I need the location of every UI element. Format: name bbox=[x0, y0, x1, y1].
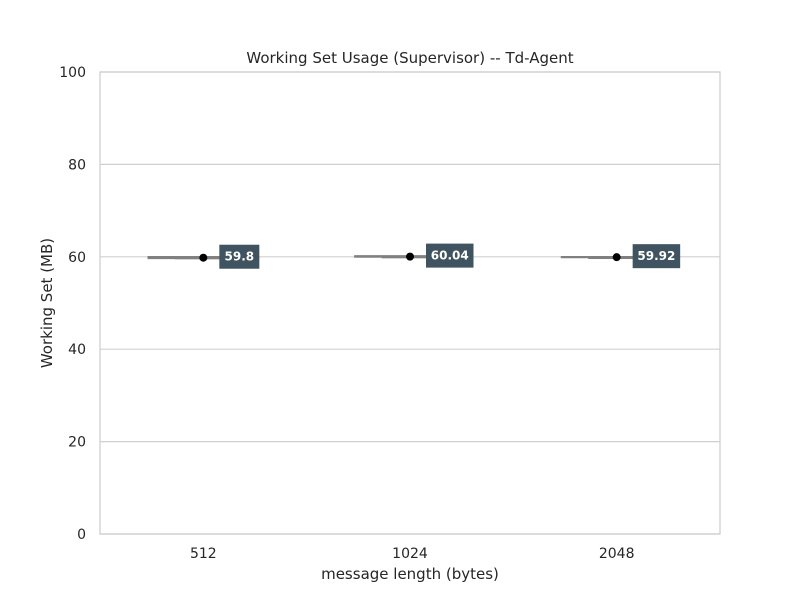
chart-title: Working Set Usage (Supervisor) -- Td-Age… bbox=[246, 49, 573, 67]
plot-frame bbox=[99, 71, 721, 535]
y-tick-label: 40 bbox=[68, 342, 86, 358]
x-axis-ticks: 512 1024 2048 bbox=[190, 546, 635, 562]
y-tick-label: 0 bbox=[77, 527, 86, 543]
y-tick-label: 20 bbox=[68, 435, 86, 451]
x-tick-label: 512 bbox=[190, 546, 217, 562]
box-group-1024: 60.04 bbox=[354, 243, 474, 268]
box-group-512: 59.8 bbox=[147, 244, 260, 269]
y-tick-label: 80 bbox=[68, 157, 86, 173]
y-tick-label: 60 bbox=[68, 250, 86, 266]
grid bbox=[100, 71, 720, 535]
boxes: 59.8 60.04 59.92 bbox=[147, 243, 681, 269]
mean-label-badge bbox=[219, 244, 260, 269]
box-group-2048: 59.92 bbox=[560, 244, 681, 269]
x-tick-label: 1024 bbox=[392, 546, 428, 562]
mean-label-badge bbox=[426, 243, 474, 268]
y-axis-label: Working Set (MB) bbox=[38, 238, 56, 368]
mean-label: 60.04 bbox=[431, 249, 469, 263]
mean-label-badge bbox=[632, 244, 681, 269]
y-tick-label: 100 bbox=[59, 65, 86, 81]
y-axis-ticks: 0 20 40 60 80 100 bbox=[59, 65, 86, 543]
mean-marker bbox=[406, 252, 414, 261]
mean-marker bbox=[612, 253, 621, 262]
x-tick-label: 2048 bbox=[599, 546, 635, 562]
mean-marker bbox=[199, 253, 208, 262]
mean-label: 59.8 bbox=[225, 250, 255, 264]
x-axis-label: message length (bytes) bbox=[321, 565, 499, 583]
mean-label: 59.92 bbox=[637, 249, 675, 263]
